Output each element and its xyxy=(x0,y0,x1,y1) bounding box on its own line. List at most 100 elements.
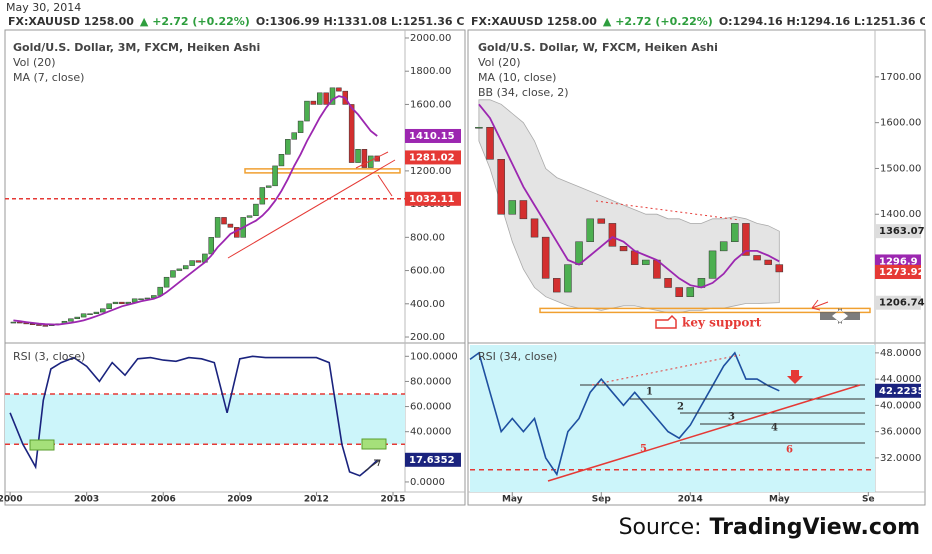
rsi-line xyxy=(9,355,379,477)
moving-average xyxy=(478,103,780,289)
candle xyxy=(597,218,606,224)
price-label: 1410.15 xyxy=(409,131,455,142)
moving-average xyxy=(13,95,378,326)
arrow xyxy=(787,370,803,384)
candle xyxy=(291,132,297,140)
arrow xyxy=(377,174,393,197)
arrow xyxy=(811,299,829,311)
annotation: 1 xyxy=(646,387,653,398)
candle xyxy=(630,250,639,265)
date: May 30, 2014 xyxy=(6,1,81,14)
candle xyxy=(323,92,329,105)
price-label-box xyxy=(405,150,461,165)
trend-line xyxy=(591,354,741,386)
price-label-box xyxy=(875,383,921,398)
candle xyxy=(246,215,253,218)
candle xyxy=(731,223,739,242)
rsi-band xyxy=(470,345,875,492)
candle xyxy=(182,265,189,270)
x-tick-label: 2003 xyxy=(74,495,99,505)
candle xyxy=(486,126,494,160)
x-tick-label: 2012 xyxy=(304,495,329,505)
candle xyxy=(253,203,259,216)
candle xyxy=(586,218,594,242)
arrow xyxy=(364,459,381,472)
left-frame xyxy=(4,29,466,506)
y-tick-label: 1500.00 xyxy=(880,163,921,174)
candle xyxy=(508,200,517,215)
legend-text: Gold/U.S. Dollar, W, FXCM, Heiken Ashi xyxy=(478,41,718,54)
candle xyxy=(519,200,528,220)
price-label: 1273.92 xyxy=(879,267,925,278)
x-tick-label: 2000 xyxy=(0,495,23,505)
y-tick-label: 60.0000 xyxy=(410,402,451,413)
candle xyxy=(686,287,695,297)
price-label: 17.6352 xyxy=(409,455,455,466)
marker-box xyxy=(29,439,55,451)
candle xyxy=(775,264,784,273)
candle xyxy=(74,316,80,319)
symbol: FX:XAUUSD 1258.00 xyxy=(8,15,134,28)
candle xyxy=(119,301,125,305)
candle xyxy=(361,149,368,168)
trend-line xyxy=(595,200,741,221)
y-tick-label: 1800.00 xyxy=(410,66,451,77)
y-tick-label: 0.0000 xyxy=(410,477,445,488)
y-tick-label: 1200.00 xyxy=(410,166,451,177)
rsi-band xyxy=(5,394,405,445)
candle xyxy=(278,154,285,167)
ohlc: O:1294.16 H:1294.16 L:1251.36 C:127 xyxy=(719,15,932,28)
legend-text: MA (7, close) xyxy=(13,71,84,84)
legend-text: Vol (20) xyxy=(13,56,56,69)
candle xyxy=(336,87,342,92)
candle xyxy=(642,259,650,265)
legend-text: Vol (20) xyxy=(478,56,521,69)
ohlc: O:1306.99 H:1331.08 L:1251.36 C:128 xyxy=(256,15,492,28)
y-tick-label: 40.0000 xyxy=(410,427,451,438)
price-label-box xyxy=(875,264,921,279)
change: ▲ +2.72 (+0.22%) xyxy=(603,15,713,28)
candle xyxy=(475,126,483,129)
y-tick-label: 800.00 xyxy=(410,232,445,243)
source-label: Source: xyxy=(619,515,702,540)
candle xyxy=(619,246,628,252)
candle xyxy=(608,223,617,247)
y-tick-label: 1400.00 xyxy=(880,209,921,220)
candle xyxy=(742,223,750,256)
price-label-box xyxy=(875,224,921,239)
y-tick-label: 1700.00 xyxy=(880,72,921,83)
candle xyxy=(497,159,505,215)
legend-text: BB (34, close, 2) xyxy=(478,86,569,99)
x-tick-label: May xyxy=(769,495,790,505)
annotation: 3 xyxy=(728,412,735,423)
price-label: 1281.02 xyxy=(409,152,455,163)
candle xyxy=(259,187,266,205)
y-tick-label: 36.0000 xyxy=(880,427,921,438)
candle xyxy=(764,259,772,265)
price-label-box xyxy=(405,191,461,206)
trend-line xyxy=(547,384,861,482)
candle xyxy=(227,223,234,228)
arrow xyxy=(355,151,389,169)
x-tick-label: Se xyxy=(862,495,875,505)
rsi-line xyxy=(469,351,780,477)
candle xyxy=(530,218,539,238)
candle xyxy=(221,217,227,225)
price-label: 1363.07 xyxy=(879,226,925,237)
candle xyxy=(87,313,93,316)
source: Source: TradingView.com xyxy=(619,515,920,540)
panel-title: RSI (34, close) xyxy=(478,350,557,363)
candle xyxy=(310,100,317,105)
y-tick-label: 400.00 xyxy=(410,299,445,310)
x-tick-label: Sep xyxy=(592,495,612,505)
candle xyxy=(541,236,550,279)
annotation: key support xyxy=(682,316,762,330)
candle xyxy=(144,297,151,300)
right-frame xyxy=(467,29,926,506)
support-zone xyxy=(244,168,401,174)
candle xyxy=(195,260,202,263)
candle xyxy=(170,270,176,278)
price-label: 42.2235 xyxy=(879,386,925,397)
candle xyxy=(176,268,183,271)
